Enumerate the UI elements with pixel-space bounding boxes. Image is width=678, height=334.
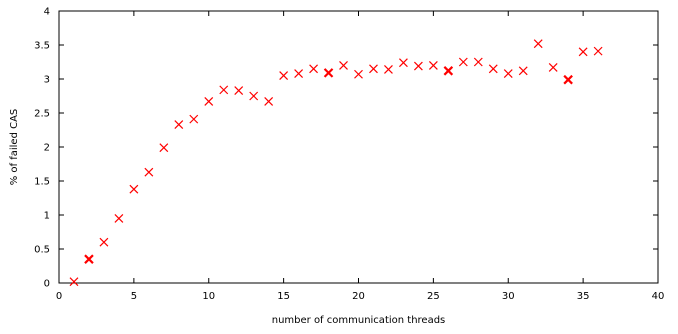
data-point [234,86,244,95]
data-point [99,237,109,247]
data-point [533,39,543,49]
y-tick-label: 3.5 [34,41,50,52]
y-tick-labels: 0 0.5 1 1.5 2 2.5 3 3.5 4 [34,7,50,290]
data-point [473,57,483,67]
data-point [189,114,199,124]
data-markers [69,39,603,287]
data-point [294,69,304,78]
data-point [309,64,318,74]
data-point [84,254,94,264]
x-axis-label: number of communication threads [272,315,446,326]
data-point [219,85,229,95]
data-point [503,69,513,78]
data-point [249,91,259,101]
y-tick-label: 1 [44,211,50,222]
data-point [114,213,124,223]
x-tick-label: 20 [352,291,365,302]
data-point [563,74,573,85]
data-point [443,66,454,76]
x-tick-label: 15 [277,291,290,302]
plot-frame [58,10,659,284]
data-point [458,57,468,67]
data-point [384,65,393,74]
data-point [159,143,169,153]
data-point [518,66,528,76]
y-tick-label: 1.5 [34,177,50,188]
data-point [69,277,79,287]
data-point [399,58,408,68]
data-point [339,60,348,70]
data-point [264,97,274,106]
data-point [548,63,558,72]
y-tick-label: 3 [44,75,50,86]
data-point [129,184,139,194]
data-point [369,64,378,74]
y-tick-label: 0 [44,279,50,290]
x-tick-label: 35 [577,291,590,302]
data-point [593,46,603,56]
x-tick-label: 0 [56,291,62,302]
x-tick-labels: 0 5 10 15 20 25 30 35 40 [56,291,665,302]
x-tick-label: 25 [427,291,440,302]
data-point [354,69,363,79]
y-tick-label: 0.5 [34,245,50,256]
data-point [428,60,438,70]
data-point [578,47,588,57]
data-point [488,64,498,74]
x-tick-label: 5 [131,291,137,302]
data-point [204,97,214,106]
y-axis-label: % of failed CAS [9,109,20,186]
tick-marks [58,10,659,284]
data-point [323,68,334,78]
y-tick-label: 2 [44,143,50,154]
data-point [279,71,289,81]
y-tick-label: 2.5 [34,109,50,120]
x-tick-label: 10 [202,291,215,302]
data-point [174,120,184,129]
x-tick-label: 30 [502,291,515,302]
y-tick-label: 4 [44,7,50,18]
data-point [413,61,423,71]
data-point [144,167,154,177]
x-tick-label: 40 [652,291,665,302]
